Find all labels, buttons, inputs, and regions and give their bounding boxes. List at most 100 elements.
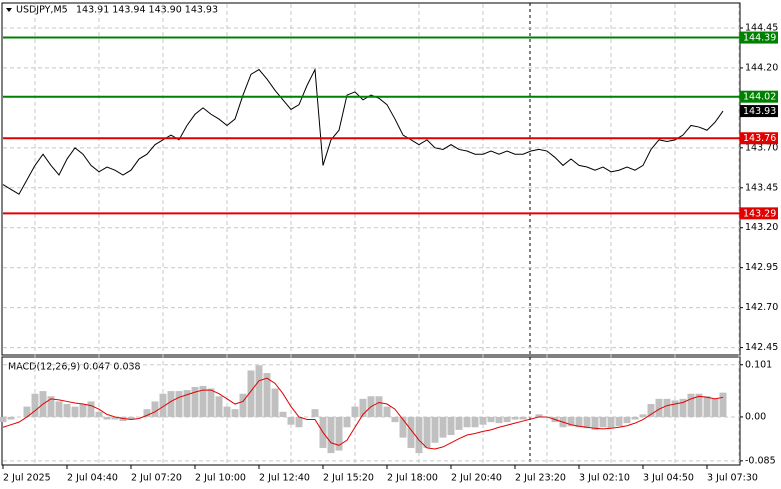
macd-bar — [655, 398, 663, 417]
x-tick-label: 2 Jul 18:00 — [387, 473, 438, 484]
macd-bar — [119, 416, 127, 422]
macd-bar — [495, 416, 503, 424]
y-tick-label: 143.70 — [745, 142, 778, 153]
macd-title: MACD(12,26,9) 0.047 0.038 — [8, 362, 141, 373]
macd-bar — [71, 406, 79, 417]
x-tick-label: 2 Jul 10:00 — [195, 473, 246, 484]
x-tick-label: 3 Jul 04:50 — [643, 473, 694, 484]
macd-bar — [215, 396, 223, 417]
macd-bar — [575, 416, 583, 428]
level-label-box — [740, 207, 778, 220]
macd-bar — [639, 414, 647, 417]
macd-bar — [207, 388, 215, 417]
macd-bar — [111, 416, 119, 420]
macd-bar — [519, 416, 527, 420]
y-tick-label: 143.45 — [745, 182, 778, 193]
chart-title: USDJPY,M5 — [16, 5, 68, 16]
macd-bar — [55, 401, 63, 417]
x-tick-label: 2 Jul 2025 — [3, 473, 51, 484]
x-tick-label: 2 Jul 23:20 — [515, 473, 566, 484]
macd-bar — [479, 416, 487, 425]
macd-bar — [159, 393, 167, 417]
macd-bar — [151, 401, 159, 417]
macd-bar — [263, 373, 271, 417]
y-tick-label: -0.085 — [745, 455, 776, 466]
level-label: 144.02 — [743, 92, 776, 103]
macd-bar — [167, 391, 175, 417]
x-tick-label: 3 Jul 02:10 — [579, 473, 630, 484]
macd-bar — [711, 398, 719, 417]
macd-bar — [463, 416, 471, 428]
macd-bar — [535, 414, 543, 417]
macd-bar — [447, 416, 455, 436]
macd-bar — [335, 416, 343, 451]
macd-bar — [239, 393, 247, 417]
price-panel — [1, 2, 741, 356]
macd-bar — [415, 416, 423, 454]
macd-bar — [503, 416, 511, 423]
level-label-box — [740, 90, 778, 103]
macd-bar — [631, 416, 639, 420]
level-label: 144.39 — [743, 33, 776, 44]
price-line — [2, 67, 724, 195]
macd-bar — [623, 416, 631, 424]
ohlc-values: 143.91 143.94 143.90 143.93 — [76, 5, 218, 16]
macd-bar — [279, 411, 287, 417]
macd-bar — [647, 404, 655, 417]
macd-bar — [703, 396, 711, 417]
y-tick-label: 0.101 — [745, 359, 772, 370]
x-tick-label: 2 Jul 20:40 — [451, 473, 502, 484]
x-tick-label: 3 Jul 07:30 — [707, 473, 758, 484]
y-tick-label: 0.00 — [745, 411, 766, 422]
macd-bar — [47, 396, 55, 417]
x-tick-label: 2 Jul 04:40 — [67, 473, 118, 484]
macd-bar — [183, 390, 191, 417]
macd-bar — [79, 404, 87, 417]
macd-bar — [343, 416, 351, 428]
macd-bar — [311, 409, 319, 417]
y-tick-label: 142.70 — [745, 302, 778, 313]
x-tick-label: 2 Jul 12:40 — [259, 473, 310, 484]
macd-bar — [679, 398, 687, 417]
macd-bar — [127, 416, 135, 420]
macd-bar — [423, 416, 431, 448]
macd-bar — [103, 416, 111, 420]
macd-bar — [383, 406, 391, 417]
macd-bar — [0, 416, 7, 423]
macd-bar — [663, 398, 671, 417]
macd-bar — [271, 388, 279, 417]
macd-bar — [7, 416, 15, 420]
macd-bar — [431, 416, 439, 443]
macd-bar — [687, 393, 695, 417]
macd-bar — [223, 406, 231, 417]
macd-bar — [487, 416, 495, 423]
macd-bar — [359, 398, 367, 417]
macd-bar — [327, 416, 335, 454]
level-label-box — [740, 31, 778, 44]
macd-bar — [23, 406, 31, 417]
level-label: 143.76 — [743, 133, 776, 144]
macd-bar — [671, 400, 679, 417]
macd-bar — [295, 416, 303, 428]
x-tick-label: 2 Jul 15:20 — [323, 473, 374, 484]
y-tick-label: 143.20 — [745, 222, 778, 233]
y-tick-label: 144.20 — [745, 62, 778, 73]
macd-bar — [719, 392, 727, 417]
macd-bar — [287, 416, 295, 425]
macd-bar — [391, 416, 399, 423]
level-label-box — [740, 132, 778, 145]
macd-bar — [175, 391, 183, 417]
macd-bar — [399, 416, 407, 438]
macd-bar — [695, 393, 703, 417]
macd-panel — [1, 356, 741, 466]
macd-bar — [199, 385, 207, 417]
macd-bar — [143, 409, 151, 417]
macd-bar — [231, 409, 239, 417]
y-tick-label: 144.45 — [745, 22, 778, 33]
macd-bar — [407, 416, 415, 448]
x-tick-label: 2 Jul 07:20 — [131, 473, 182, 484]
macd-bar — [255, 365, 263, 417]
macd-bar — [87, 401, 95, 417]
macd-bar — [567, 416, 575, 427]
